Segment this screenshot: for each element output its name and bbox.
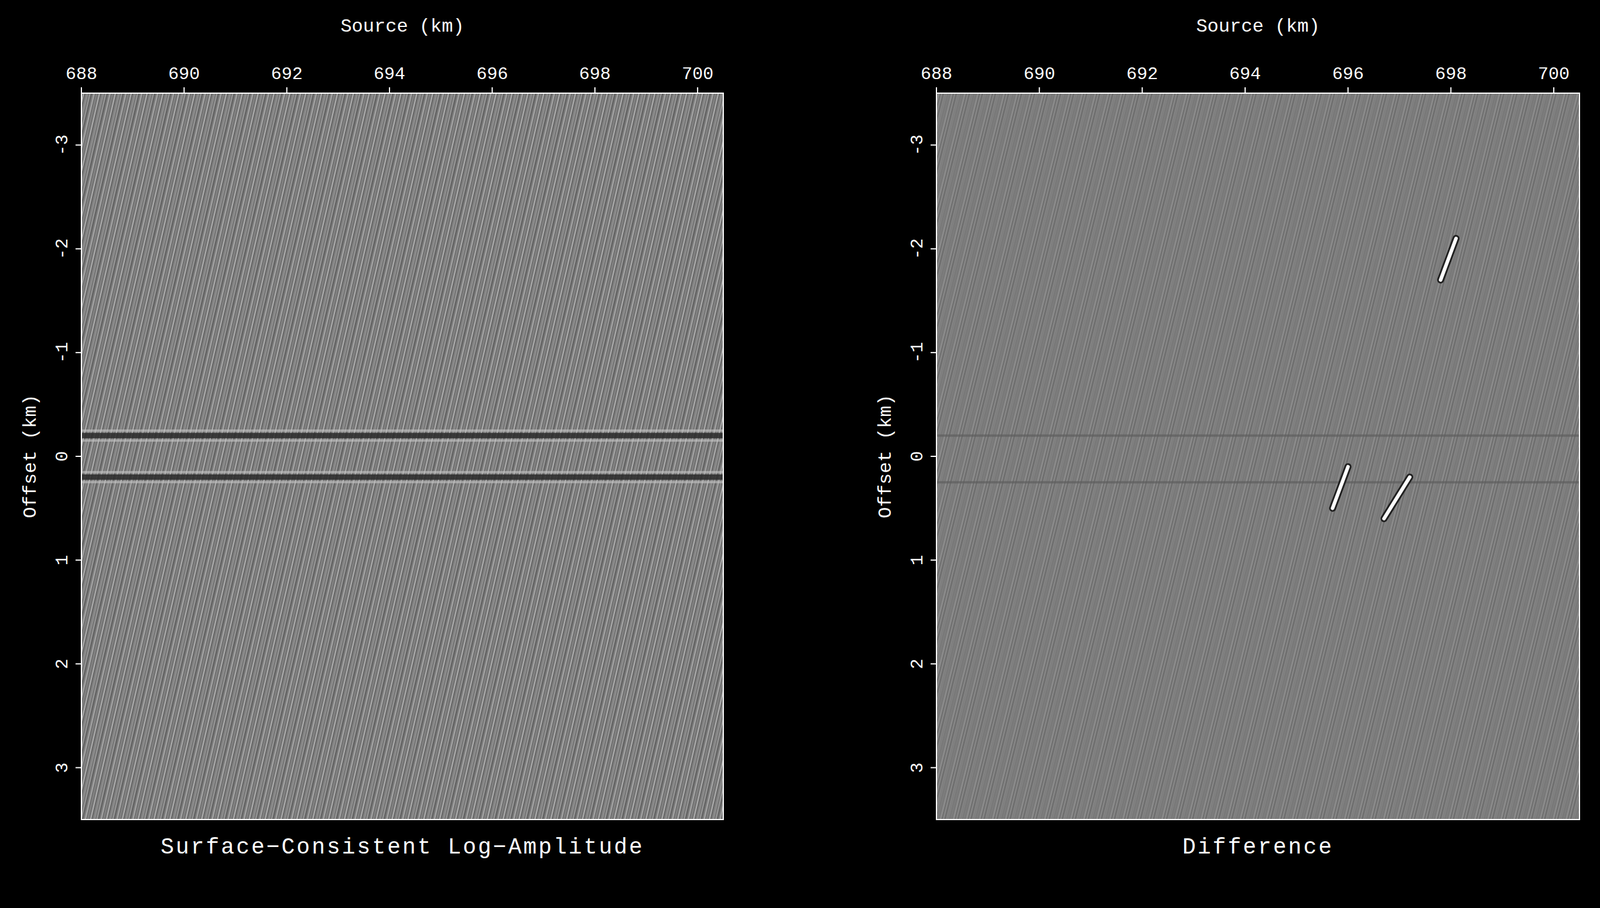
x-tick-label: 696 — [1332, 64, 1364, 85]
streak-shadow — [1332, 466, 1348, 509]
y-tick-label: 0 — [52, 450, 73, 462]
x-tick-label: 688 — [65, 64, 98, 85]
y-tick — [930, 662, 937, 665]
x-tick-label: 692 — [1126, 64, 1158, 85]
background — [0, 0, 1600, 908]
y-tick-label: 3 — [907, 761, 928, 773]
y-tick — [75, 766, 82, 768]
x-tick-label: 692 — [271, 64, 303, 85]
y-tick — [930, 248, 937, 250]
x-tick-label: 696 — [476, 64, 508, 85]
horizontal-event — [81, 432, 724, 439]
x-tick-label: 698 — [1434, 64, 1467, 85]
panel-title: Difference — [1182, 834, 1334, 860]
x-tick-label: 688 — [920, 64, 953, 85]
event-edge — [81, 429, 724, 432]
streak — [1332, 466, 1348, 509]
x-tick — [183, 87, 185, 94]
y-tick — [75, 351, 82, 354]
y-axis-label: Offset (km) — [19, 394, 42, 518]
frame — [936, 93, 1580, 820]
panel-title: Surface−Consistent Log−Amplitude — [160, 834, 645, 860]
x-tick — [1141, 87, 1143, 94]
x-tick-label: 690 — [168, 64, 200, 85]
x-axis-label: Source (km) — [1195, 15, 1320, 38]
y-tick — [75, 455, 82, 457]
x-tick — [80, 87, 82, 94]
y-tick-label: -2 — [907, 238, 928, 260]
y-tick — [75, 662, 82, 665]
y-tick — [930, 144, 937, 146]
frame — [81, 93, 724, 820]
y-tick — [75, 144, 82, 146]
y-tick-label: -1 — [907, 342, 928, 364]
x-tick — [1244, 87, 1246, 94]
streak — [1383, 476, 1410, 519]
panel: 688 690 692 694 696 698 700 -3 -2 -1 0 1 2 3 Source (k… — [19, 15, 724, 860]
x-tick — [1347, 87, 1349, 94]
y-tick-label: -3 — [52, 134, 73, 156]
events — [936, 238, 1580, 519]
x-tick — [1553, 87, 1555, 94]
streak-shadow — [1440, 238, 1456, 280]
event-edge — [81, 480, 724, 484]
streak — [1440, 238, 1456, 280]
streak-shadow — [1383, 476, 1410, 519]
horizontal-event — [936, 434, 1580, 437]
x-tick-label: 700 — [1537, 64, 1570, 85]
x-tick — [286, 87, 288, 94]
x-tick-label: 700 — [681, 64, 714, 85]
x-tick-label: 690 — [1023, 64, 1056, 85]
y-tick — [930, 351, 937, 354]
y-tick-label: 2 — [52, 658, 73, 669]
panel: 688 690 692 694 696 698 700 -3 -2 -1 0 1 2 3 Source (k… — [874, 15, 1580, 860]
x-tick — [1450, 87, 1452, 94]
x-tick-label: 694 — [1229, 64, 1261, 85]
y-tick-label: 1 — [52, 554, 73, 566]
x-tick — [594, 87, 596, 94]
x-tick — [491, 87, 493, 94]
figure: 688 690 692 694 696 698 700 -3 -2 -1 0 1 2 3 Source (k… — [0, 0, 1600, 908]
y-tick-label: 2 — [907, 658, 928, 669]
x-tick — [696, 87, 699, 94]
y-tick-label: -3 — [907, 134, 928, 156]
x-tick-label: 698 — [579, 64, 611, 85]
y-tick-label: 3 — [52, 761, 73, 773]
y-tick-label: 1 — [907, 554, 928, 566]
horizontal-event — [936, 480, 1580, 484]
y-tick — [75, 248, 82, 250]
seismic-image — [81, 93, 724, 820]
y-tick — [930, 559, 937, 561]
event-edge — [81, 439, 724, 442]
events — [81, 429, 724, 484]
x-tick — [1038, 87, 1041, 94]
event-edge — [81, 470, 724, 474]
y-tick — [930, 455, 937, 457]
y-tick — [930, 766, 937, 768]
x-tick-label: 694 — [373, 64, 406, 85]
y-tick — [75, 559, 82, 561]
x-tick — [935, 87, 938, 94]
seismic-image — [936, 93, 1580, 820]
y-axis-label: Offset (km) — [874, 394, 897, 518]
horizontal-event — [81, 474, 724, 480]
y-tick-label: -1 — [52, 342, 73, 364]
x-tick — [388, 87, 391, 94]
x-axis-label: Source (km) — [340, 15, 464, 38]
y-tick-label: 0 — [907, 450, 928, 462]
y-tick-label: -2 — [52, 238, 73, 260]
